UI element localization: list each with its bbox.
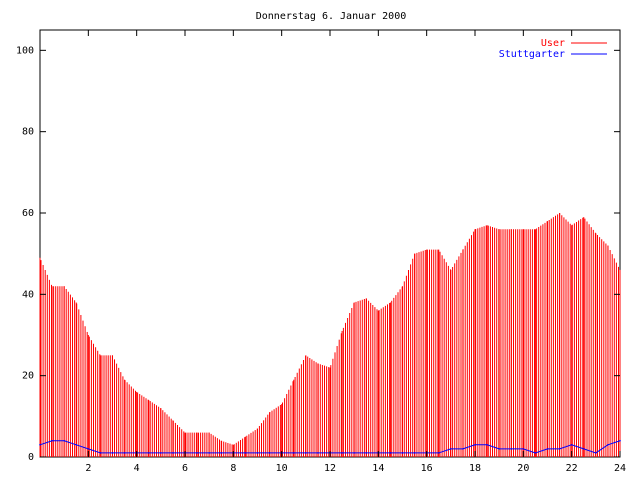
stuttgarter-point: [220, 452, 223, 454]
stuttgarter-point: [401, 452, 404, 454]
x-tick-label: 6: [182, 463, 188, 474]
stuttgarter-point: [389, 452, 392, 454]
stuttgarter-point: [462, 448, 464, 450]
stuttgarter-point: [51, 439, 53, 442]
stuttgarter-point: [437, 452, 440, 454]
stuttgarter-point: [99, 452, 102, 454]
y-tick-label: 40: [22, 289, 34, 300]
x-tick-label: 2: [85, 463, 91, 474]
stuttgarter-point: [305, 452, 307, 454]
stuttgarter-point: [534, 452, 537, 454]
stuttgarter-point: [111, 452, 114, 454]
stuttgarter-point: [450, 448, 452, 450]
stuttgarter-point: [147, 452, 150, 454]
stuttgarter-point: [619, 439, 621, 442]
y-tick-label: 100: [16, 45, 34, 56]
x-tick-label: 10: [276, 463, 288, 474]
stuttgarter-point: [160, 452, 162, 454]
stuttgarter-point: [522, 448, 525, 450]
stuttgarter-point: [123, 452, 126, 454]
stuttgarter-point: [607, 444, 609, 446]
stuttgarter-point: [208, 452, 210, 454]
stuttgarter-point: [172, 452, 174, 454]
stuttgarter-point: [196, 452, 198, 454]
x-tick-label: 24: [614, 463, 626, 474]
stuttgarter-point: [244, 452, 247, 454]
stuttgarter-point: [413, 452, 416, 454]
stuttgarter-point: [341, 452, 343, 454]
stuttgarter-point: [570, 444, 573, 446]
stuttgarter-point: [365, 452, 368, 454]
legend-label: User: [541, 38, 565, 49]
x-tick-label: 18: [469, 463, 481, 474]
stuttgarter-point: [595, 452, 597, 454]
stuttgarter-point: [353, 452, 355, 454]
stuttgarter-point: [87, 448, 90, 450]
y-tick-label: 60: [22, 208, 34, 219]
stuttgarter-point: [256, 452, 259, 454]
stuttgarter-point: [498, 448, 500, 450]
y-tick-label: 80: [22, 127, 34, 138]
stuttgarter-point: [582, 448, 585, 450]
stuttgarter-point: [268, 452, 271, 454]
user-bars-layer: [39, 213, 621, 457]
x-tick-label: 16: [421, 463, 433, 474]
x-tick-label: 12: [324, 463, 336, 474]
y-tick-label: 20: [22, 371, 34, 382]
x-tick-label: 14: [372, 463, 384, 474]
stuttgarter-point: [75, 444, 78, 446]
x-tick-label: 22: [566, 463, 578, 474]
stuttgarter-point: [317, 452, 319, 454]
stuttgarter-point: [546, 448, 549, 450]
chart-title: Donnerstag 6. Januar 2000: [256, 11, 407, 22]
stuttgarter-point: [474, 444, 476, 446]
stuttgarter-point: [510, 448, 513, 450]
x-tick-label: 20: [517, 463, 529, 474]
stuttgarter-point: [486, 444, 488, 446]
legend-label: Stuttgarter: [499, 49, 565, 60]
x-tick-label: 4: [134, 463, 140, 474]
stuttgarter-point: [39, 444, 41, 446]
x-tick-label: 8: [230, 463, 236, 474]
stuttgarter-point: [63, 439, 65, 442]
stuttgarter-point: [558, 448, 561, 450]
stuttgarter-point: [292, 452, 295, 454]
y-tick-label: 0: [28, 452, 34, 463]
